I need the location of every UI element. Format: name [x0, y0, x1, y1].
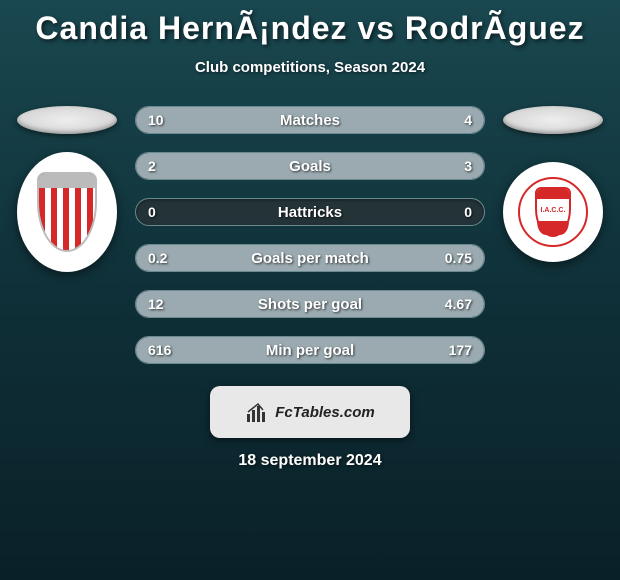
subtitle: Club competitions, Season 2024: [195, 59, 425, 76]
value-left: 616: [148, 342, 171, 358]
value-right: 0: [464, 204, 472, 220]
crest-acronym-right: I.A.C.C.: [537, 199, 569, 221]
player-photo-placeholder-right: [503, 106, 603, 134]
stat-row: 12 4.67 Shots per goal: [135, 290, 485, 318]
value-left: 0: [148, 204, 156, 220]
bar-left: [136, 107, 383, 133]
value-left: 12: [148, 296, 164, 312]
left-side: [17, 106, 117, 272]
bar-left: [136, 245, 209, 271]
team-crest-right: I.A.C.C.: [503, 162, 603, 262]
value-left: 2: [148, 158, 156, 174]
value-left: 0.2: [148, 250, 167, 266]
stats-column: 10 4 Matches 2 3 Goals 0 0 Hattricks 0.2 0.75 Goals…: [135, 106, 485, 364]
stat-label: Hattricks: [278, 204, 342, 221]
value-right: 4.67: [445, 296, 472, 312]
team-crest-left: [17, 152, 117, 272]
stat-label: Min per goal: [266, 342, 354, 359]
stat-label: Matches: [280, 112, 340, 129]
stat-row: 0 0 Hattricks: [135, 198, 485, 226]
stat-row: 10 4 Matches: [135, 106, 485, 134]
stat-row: 0.2 0.75 Goals per match: [135, 244, 485, 272]
bar-right: [407, 337, 484, 363]
comparison-card: Candia HernÃ¡ndez vs RodrÃ­guez Club com…: [0, 0, 620, 470]
chart-icon: [245, 400, 269, 424]
page-title: Candia HernÃ¡ndez vs RodrÃ­guez: [35, 10, 584, 47]
value-right: 0.75: [445, 250, 472, 266]
stat-row: 2 3 Goals: [135, 152, 485, 180]
value-right: 177: [449, 342, 472, 358]
shield-icon: I.A.C.C.: [518, 177, 588, 247]
value-right: 3: [464, 158, 472, 174]
stat-label: Goals: [289, 158, 331, 175]
stat-label: Goals per match: [251, 250, 369, 267]
date-label: 18 september 2024: [238, 452, 381, 470]
player-photo-placeholder-left: [17, 106, 117, 134]
brand-label: FcTables.com: [275, 404, 374, 421]
stat-row: 616 177 Min per goal: [135, 336, 485, 364]
main-row: 10 4 Matches 2 3 Goals 0 0 Hattricks 0.2 0.75 Goals…: [0, 106, 620, 364]
bar-left: [136, 153, 275, 179]
right-side: I.A.C.C.: [503, 106, 603, 262]
value-left: 10: [148, 112, 164, 128]
value-right: 4: [464, 112, 472, 128]
stat-label: Shots per goal: [258, 296, 362, 313]
brand-box[interactable]: FcTables.com: [210, 386, 410, 438]
shield-icon: [37, 172, 97, 252]
